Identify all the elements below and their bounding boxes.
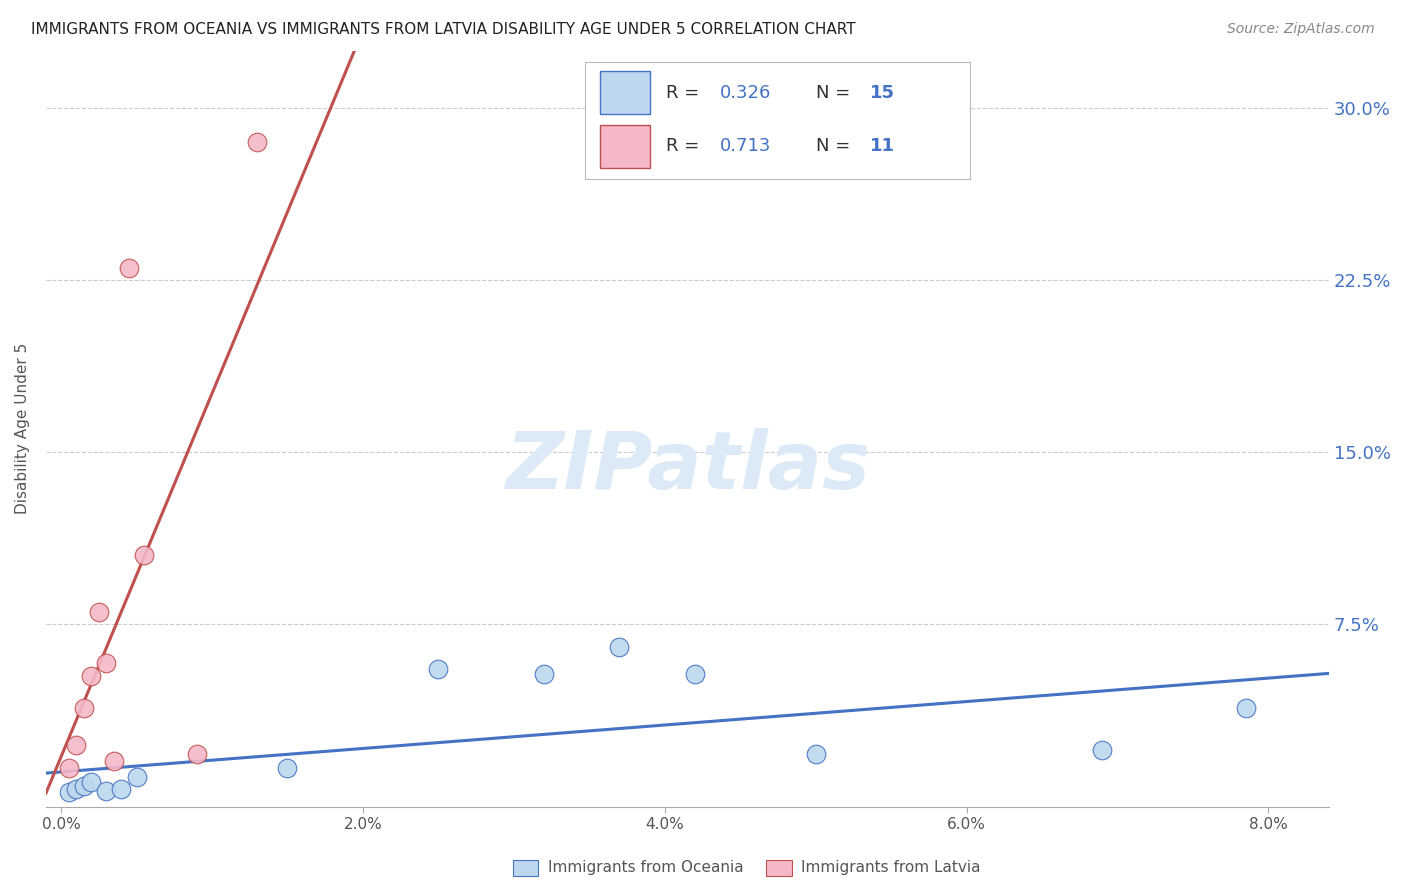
Point <box>73 780 96 794</box>
Point <box>73 701 96 715</box>
Point <box>1091 742 1114 756</box>
Point <box>65 738 87 752</box>
Point <box>110 781 132 796</box>
Point <box>65 781 87 796</box>
Point <box>683 667 706 681</box>
Point <box>125 770 148 784</box>
Point <box>804 747 827 762</box>
Text: IMMIGRANTS FROM OCEANIA VS IMMIGRANTS FROM LATVIA DISABILITY AGE UNDER 5 CORRELA: IMMIGRANTS FROM OCEANIA VS IMMIGRANTS FR… <box>31 22 856 37</box>
Point <box>276 761 298 775</box>
Point <box>58 785 80 799</box>
Point <box>609 640 631 654</box>
Point <box>132 548 155 562</box>
Point <box>96 784 118 798</box>
Point <box>58 761 80 775</box>
Point <box>80 669 103 683</box>
Point <box>246 136 269 150</box>
Point <box>118 261 141 276</box>
Point <box>1234 701 1257 715</box>
Text: Immigrants from Oceania: Immigrants from Oceania <box>548 861 744 875</box>
Point <box>427 663 450 677</box>
Point <box>96 656 118 670</box>
Text: ZIPatlas: ZIPatlas <box>505 427 870 506</box>
Text: Immigrants from Latvia: Immigrants from Latvia <box>801 861 981 875</box>
Point <box>87 605 110 619</box>
Point <box>103 754 125 768</box>
Point <box>80 774 103 789</box>
Point <box>533 667 555 681</box>
Text: Source: ZipAtlas.com: Source: ZipAtlas.com <box>1227 22 1375 37</box>
Y-axis label: Disability Age Under 5: Disability Age Under 5 <box>15 343 30 515</box>
Point <box>186 747 208 762</box>
